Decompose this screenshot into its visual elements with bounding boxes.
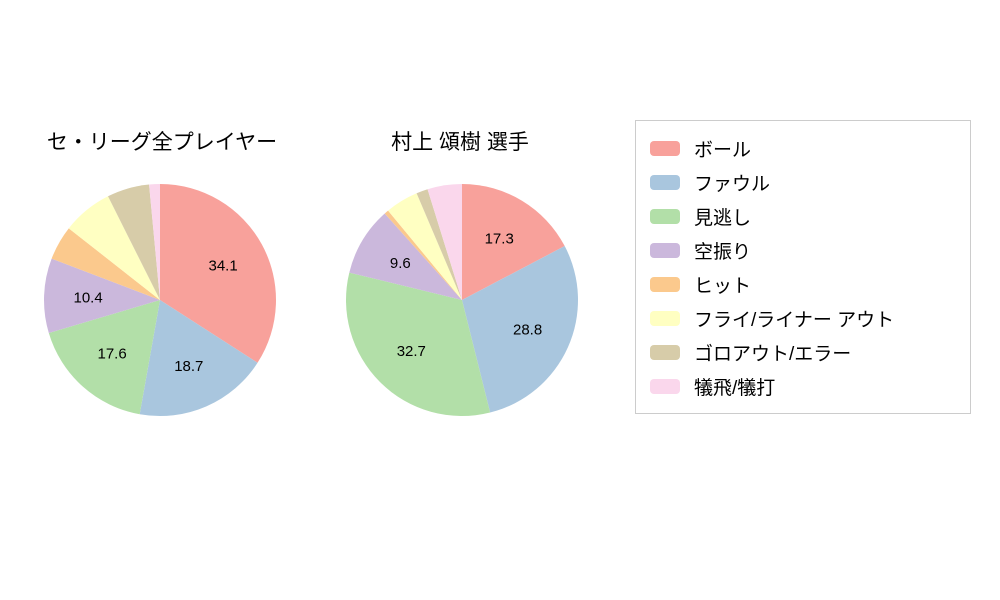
pie-slice [349,213,462,300]
pie-slice [388,193,462,300]
pie-value-label: 34.1 [208,258,237,275]
legend-item-label: ボール [694,139,752,161]
pie-slice [139,300,258,417]
pie-slice [427,184,462,300]
legend-item-label: 空振り [694,241,752,263]
legend-item: ボール [636,131,970,165]
right-chart-title: 村上 頌樹 選手 [391,131,529,154]
pie-value-label: 18.7 [174,358,203,375]
legend-item-label: ヒット [694,275,752,297]
left-chart-title: セ・リーグ全プレイヤー [46,131,278,154]
pie-slice [68,196,160,300]
legend-item: 空振り [636,233,970,267]
legend-item-label: フライ/ライナー アウト [694,309,895,331]
left-pie-chart: 34.1 18.7 17.6 10.4 [44,183,277,417]
legend-swatch [650,242,680,258]
legend-swatch [650,174,680,190]
pie-value-label: 10.4 [73,289,102,306]
pie-slice [462,184,565,300]
legend-item: ファウル [636,165,970,199]
pie-slice [462,246,579,413]
pie-slice [51,228,161,300]
pie-slice [346,272,491,416]
pie-slice [384,210,462,300]
legend-swatch [650,344,680,360]
legend-swatch [650,310,680,326]
legend-item: ヒット [636,267,970,301]
pie-value-label: 32.7 [397,343,426,360]
legend-item-label: 見逃し [694,207,752,229]
legend-item-label: 犠飛/犠打 [694,377,776,399]
pie-slice [44,258,160,334]
pie-slice [149,183,160,300]
pie-value-label: 9.6 [390,255,411,272]
right-pie-chart: 17.3 28.8 32.7 9.6 [346,184,579,416]
pie-value-label: 28.8 [513,321,542,338]
pie-value-label: 17.3 [485,230,514,247]
legend: ボールファウル見逃し空振りヒットフライ/ライナー アウト ゴロアウト/エラー 犠飛/… [635,120,971,414]
pie-value-label: 17.6 [97,346,126,363]
legend-item: 見逃し [636,199,970,233]
legend-item: フライ/ライナー アウト [636,301,970,335]
pie-slice [416,189,462,300]
legend-swatch [650,378,680,394]
legend-item: ゴロアウト/エラー [636,335,970,369]
legend-item-label: ファウル [694,173,771,195]
legend-item-label: ゴロアウト/エラー [694,343,852,365]
pie-slice [160,184,277,363]
pie-slice [48,300,161,415]
pie-slice [107,184,160,300]
legend-item: 犠飛/犠打 [636,369,970,403]
legend-swatch [650,276,680,292]
legend-swatch [650,140,680,156]
legend-swatch [650,208,680,224]
